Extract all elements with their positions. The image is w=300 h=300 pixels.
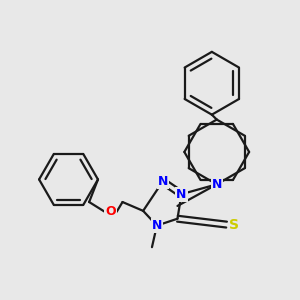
Text: N: N	[176, 188, 187, 201]
Text: O: O	[105, 205, 116, 218]
Text: S: S	[230, 218, 239, 232]
Text: N: N	[158, 175, 168, 188]
Text: N: N	[152, 219, 162, 232]
Text: N: N	[212, 178, 222, 191]
